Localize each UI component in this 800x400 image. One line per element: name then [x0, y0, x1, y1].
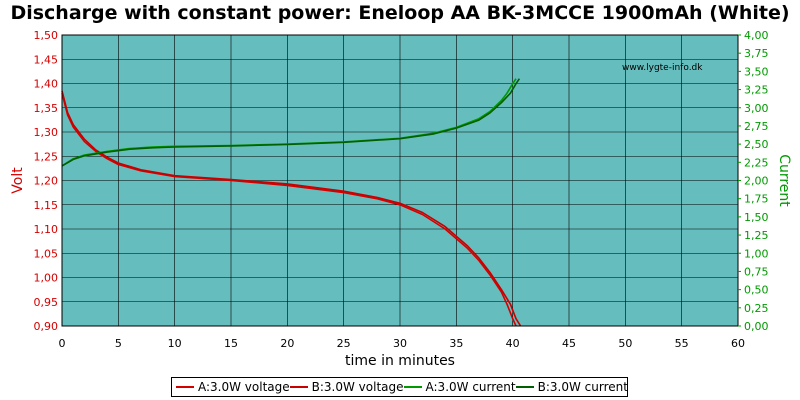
legend-label: B:3.0W current — [537, 380, 628, 394]
legend-label: A:3.0W current — [425, 380, 516, 394]
x-tick-label: 25 — [337, 337, 351, 350]
x-tick-label: 30 — [393, 337, 407, 350]
legend-label: B:3.0W voltage — [311, 380, 404, 394]
x-tick-label: 5 — [115, 337, 122, 350]
legend-swatch — [515, 386, 534, 388]
chart-title: Discharge with constant power: Eneloop A… — [10, 2, 790, 24]
legend: A:3.0W voltage B:3.0W voltage A:3.0W curre… — [171, 377, 628, 397]
y2-tick-label: 2,00 — [744, 175, 769, 188]
x-tick-label: 20 — [280, 337, 294, 350]
y2-axis-title: Current — [776, 154, 792, 207]
legend-swatch — [176, 386, 194, 388]
x-tick-label: 15 — [224, 337, 238, 350]
y-tick-label: 1,10 — [34, 223, 59, 236]
y-tick-label: 1,00 — [34, 272, 59, 285]
y-tick-label: 1,30 — [34, 126, 59, 139]
y2-tick-label: 1,00 — [744, 247, 769, 260]
legend-item: B:3.0W voltage — [289, 380, 404, 394]
legend-swatch — [289, 386, 308, 388]
y2-tick-label: 4,00 — [744, 29, 769, 42]
y2-tick-label: 0,50 — [744, 284, 769, 297]
series-line-b-3-0w-current — [61, 78, 521, 167]
x-tick-label: 60 — [731, 337, 745, 350]
y2-tick-label: 1,75 — [744, 193, 769, 206]
y2-tick-label: 3,75 — [744, 47, 769, 60]
x-tick-label: 10 — [168, 337, 182, 350]
x-tick-label: 0 — [59, 337, 66, 350]
x-axis-title: time in minutes — [345, 353, 455, 369]
y-tick-label: 1,45 — [34, 53, 59, 66]
ticks: 0 5 10 15 20 25 30 35 40 45 50 55 60 0,90 0,95 1,00 1,05… — [34, 29, 769, 350]
legend-item: B:3.0W current — [515, 380, 628, 394]
x-tick-label: 35 — [449, 337, 463, 350]
y-tick-label: 1,20 — [34, 175, 59, 188]
y-tick-label: 1,05 — [34, 247, 59, 260]
y2-tick-label: 0,75 — [744, 265, 769, 278]
y2-tick-label: 1,50 — [744, 211, 769, 224]
y-tick-label: 1,50 — [34, 29, 59, 42]
y2-tick-label: 0,00 — [744, 320, 769, 333]
legend-item: A:3.0W voltage — [176, 380, 290, 394]
series-line-b-3-0w-voltage — [61, 90, 522, 327]
series-layer — [61, 78, 522, 327]
x-tick-label: 45 — [562, 337, 576, 350]
y2-tick-label: 3,00 — [744, 102, 769, 115]
y-tick-label: 0,95 — [34, 296, 59, 309]
series-line-a-3-0w-voltage — [61, 93, 517, 327]
y-tick-label: 1,25 — [34, 150, 59, 163]
y2-tick-label: 2,25 — [744, 156, 769, 169]
y2-tick-label: 2,75 — [744, 120, 769, 133]
y-tick-label: 1,35 — [34, 102, 59, 115]
y-tick-label: 1,15 — [34, 199, 59, 212]
y2-tick-label: 1,25 — [744, 229, 769, 242]
watermark: www.lygte-info.dk — [622, 63, 703, 73]
x-tick-label: 40 — [506, 337, 520, 350]
legend-label: A:3.0W voltage — [198, 380, 290, 394]
y2-tick-label: 3,50 — [744, 65, 769, 78]
y-tick-label: 1,40 — [34, 78, 59, 91]
legend-swatch — [403, 386, 422, 388]
y2-tick-label: 0,25 — [744, 302, 769, 315]
y-axis-title: Volt — [10, 167, 26, 194]
y2-tick-label: 2,50 — [744, 138, 769, 151]
x-tick-label: 55 — [675, 337, 689, 350]
y-tick-label: 0,90 — [34, 320, 59, 333]
y2-tick-label: 3,25 — [744, 84, 769, 97]
x-tick-label: 50 — [618, 337, 632, 350]
legend-item: A:3.0W current — [403, 380, 516, 394]
